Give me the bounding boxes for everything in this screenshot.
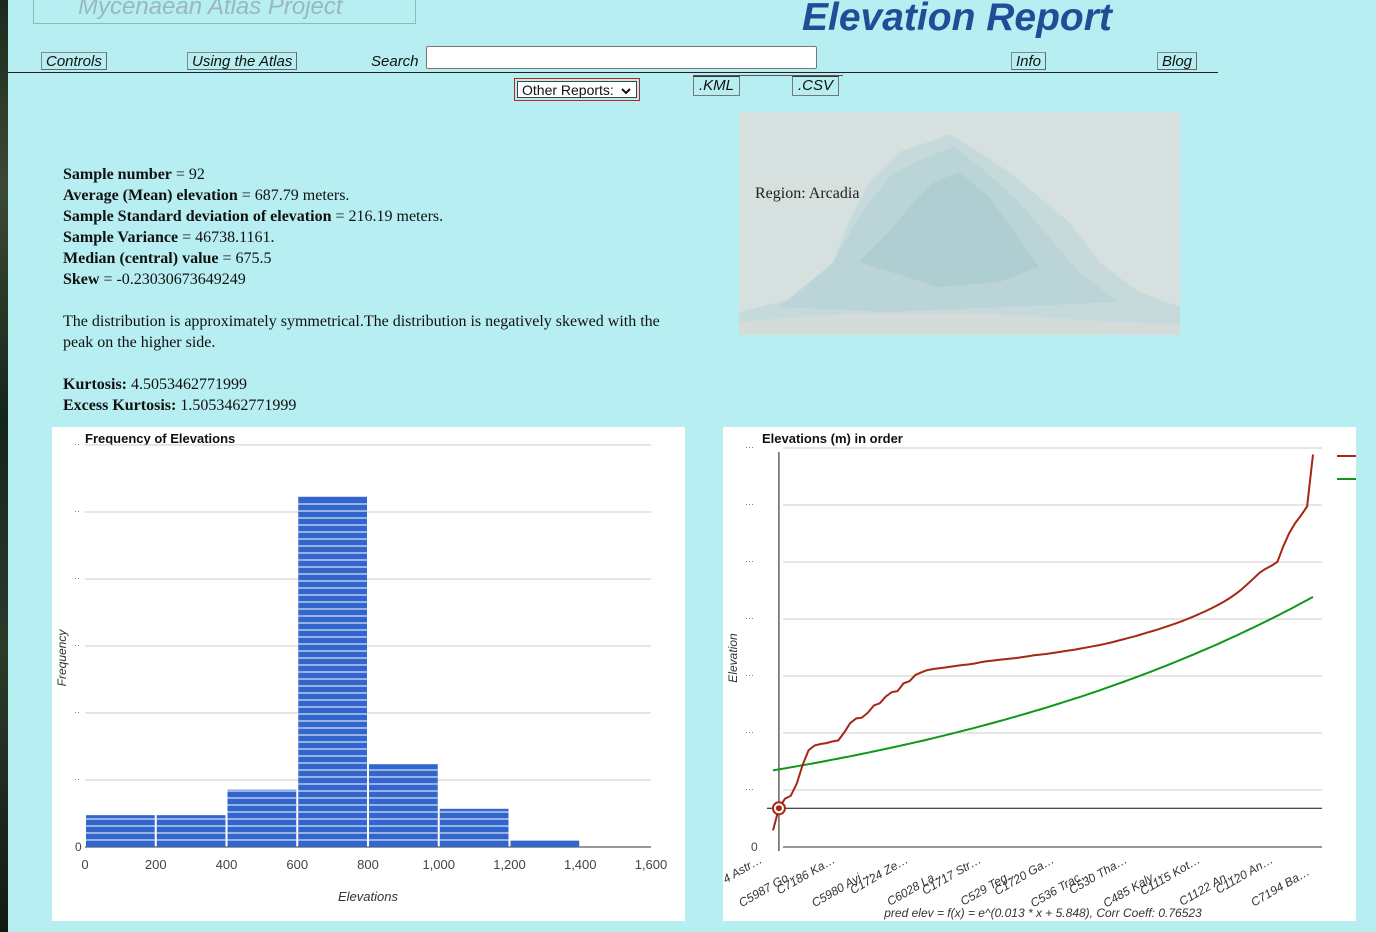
y-tick-label: ··· <box>745 499 754 509</box>
chevron-down-icon <box>621 88 631 95</box>
y-tick-label: ·· <box>74 707 80 717</box>
x-tick-label: 1,000 <box>422 857 455 872</box>
download-kml-link[interactable]: .KML <box>693 76 741 96</box>
y-tick-label: ·· <box>74 774 80 784</box>
nav-using-atlas-button[interactable]: Using the Atlas <box>187 52 298 70</box>
nav-blog-button[interactable]: Blog <box>1157 52 1198 70</box>
y-axis-title: Frequency <box>55 629 69 687</box>
project-name: Mycenaean Atlas Project <box>78 0 343 20</box>
y-tick-label: ··· <box>745 727 754 737</box>
other-reports-select[interactable]: Other Reports: <box>514 78 640 101</box>
y-tick-label: ··· <box>745 613 754 623</box>
sample-number-line: Sample number = 92 <box>63 166 205 183</box>
histogram-title: Frequency of Elevations <box>85 431 236 446</box>
x-tick-label: 1,400 <box>564 857 597 872</box>
histogram-chart: ·· ·· ·· ·· ·· ·· 0 0 200 400 600 800 1,000 1,200 1,40… <box>55 439 668 904</box>
nav-info-button[interactable]: Info <box>1011 52 1047 70</box>
mean-line: Average (Mean) elevation = 687.79 meters… <box>63 187 350 204</box>
x-tick-label: 200 <box>145 857 167 872</box>
y-tick-label: 0 <box>751 840 758 854</box>
x-tick-label: 600 <box>286 857 308 872</box>
mountain-image <box>739 112 1180 335</box>
y-tick-label: ·· <box>74 439 80 449</box>
search-label: Search <box>371 53 419 70</box>
skew-line: Skew = -0.23030673649249 <box>63 271 246 288</box>
page-title: Elevation Report <box>802 0 1112 39</box>
y-tick-label: ··· <box>745 784 754 794</box>
highlight-point-core <box>775 805 782 812</box>
y-tick-label: ··· <box>745 670 754 680</box>
histogram-panel: Frequency of Elevations ·· ·· ·· ·· ·· ·· 0 0 20… <box>52 427 685 921</box>
y-tick-label: ·· <box>74 506 80 516</box>
x-tick-label: 400 <box>216 857 238 872</box>
histogram-bar <box>439 808 509 847</box>
nav-divider <box>8 72 1218 73</box>
elevation-series <box>772 454 1314 831</box>
project-name-banner[interactable]: Mycenaean Atlas Project <box>33 0 416 24</box>
other-reports-label: Other Reports: <box>522 82 614 98</box>
distribution-description: The distribution is approximately symmet… <box>63 313 660 351</box>
y-tick-label: ··· <box>745 442 754 452</box>
line-chart: ·····················04 Astr…C5987 Go…C7… <box>723 442 1356 920</box>
x-tick-label: 4 Astr… <box>723 852 765 886</box>
histogram-bar <box>156 815 226 847</box>
y-tick-label: ··· <box>745 556 754 566</box>
x-tick-label: 0 <box>81 857 88 872</box>
excess-kurtosis-line: Excess Kurtosis: 1.5053462771999 <box>63 397 297 414</box>
line-chart-title: Elevations (m) in order <box>762 431 903 446</box>
y-axis-title: Elevation <box>726 633 740 683</box>
histogram-bar <box>227 789 297 847</box>
trendline-series <box>772 596 1314 772</box>
median-line: Median (central) value = 675.5 <box>63 250 272 267</box>
std-dev-line: Sample Standard deviation of elevation =… <box>63 208 444 225</box>
histogram-bar <box>510 840 580 847</box>
variance-line: Sample Variance = 46738.1161. <box>63 229 275 246</box>
download-divider <box>693 75 843 76</box>
region-label: Region: Arcadia <box>755 185 860 202</box>
ordered-elevations-panel: Elevations (m) in order ··· ··· ··· ··· ··· ·… <box>723 427 1356 921</box>
x-tick-label: 800 <box>357 857 379 872</box>
regression-footnote: pred elev = f(x) = e^(0.013 * x + 5.848)… <box>883 906 1202 920</box>
statistics-summary: Sample number = 92 Average (Mean) elevat… <box>63 164 673 416</box>
x-tick-label: 1,600 <box>635 857 668 872</box>
histogram-bar <box>86 815 155 847</box>
x-tick-label: 1,200 <box>493 857 526 872</box>
window-left-edge <box>0 0 8 932</box>
search-input[interactable] <box>426 46 817 69</box>
y-tick-label: ·· <box>74 573 80 583</box>
download-csv-link[interactable]: .CSV <box>792 76 840 96</box>
y-tick-label: 0 <box>75 840 82 854</box>
y-tick-label: ·· <box>74 640 80 650</box>
nav-controls-button[interactable]: Controls <box>41 52 107 70</box>
region-image-panel: Region: Arcadia <box>739 112 1180 335</box>
kurtosis-line: Kurtosis: 4.5053462771999 <box>63 376 247 393</box>
x-axis-title: Elevations <box>338 889 398 904</box>
